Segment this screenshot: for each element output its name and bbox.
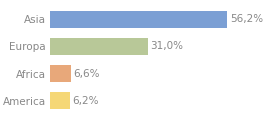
Bar xyxy=(50,11,227,28)
Text: 31,0%: 31,0% xyxy=(150,42,183,51)
Text: 6,6%: 6,6% xyxy=(73,69,100,78)
Bar xyxy=(50,38,148,55)
Bar xyxy=(50,65,71,82)
Text: 6,2%: 6,2% xyxy=(72,96,99,106)
Text: 56,2%: 56,2% xyxy=(230,14,263,24)
Bar xyxy=(50,92,70,109)
